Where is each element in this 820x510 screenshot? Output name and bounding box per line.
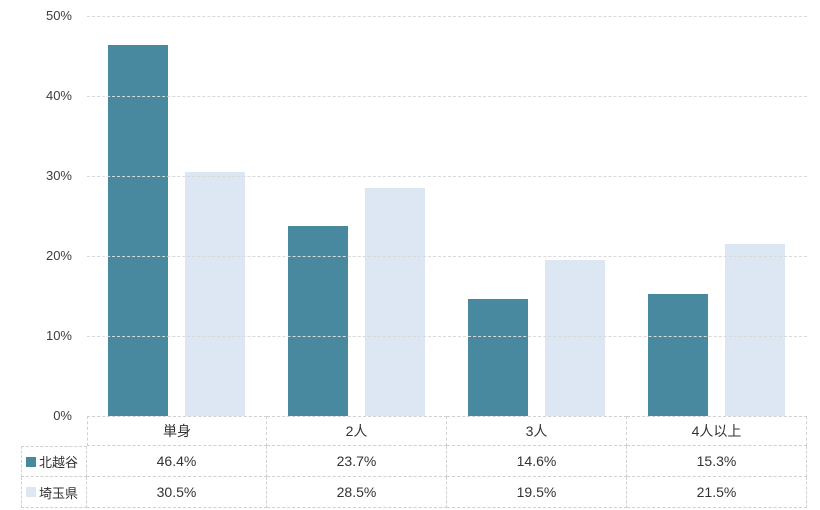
bar-saitama-1 — [365, 188, 425, 416]
bar-kitakoshigaya-0 — [108, 44, 168, 416]
value-cell-kitakoshigaya-1: 23.7% — [267, 446, 447, 477]
gridline-40% — [87, 96, 807, 97]
y-axis-tick-label-1: 40% — [45, 88, 72, 103]
value-cell-saitama-3: 21.5% — [627, 477, 807, 508]
legend-swatch-saitama — [26, 487, 36, 497]
data-table: 単身 2人 3人 4人以上北越谷 46.4% 23.7% 14.6% 15.3% 埼玉県 30.5… — [21, 416, 807, 508]
bar-saitama-3 — [725, 244, 785, 416]
value-cell-kitakoshigaya-2: 14.6% — [447, 446, 627, 477]
value-cell-saitama-2: 19.5% — [447, 477, 627, 508]
bar-saitama-0 — [185, 172, 245, 416]
y-axis-tick-label-4: 10% — [45, 328, 72, 343]
legend-item-saitama: 埼玉県 — [21, 477, 87, 508]
gridline-20% — [87, 256, 807, 257]
legend-label-kitakoshigaya: 北越谷 — [39, 455, 79, 470]
category-header-2: 3人 — [447, 416, 627, 446]
bar-kitakoshigaya-1 — [288, 226, 348, 416]
category-header-3: 4人以上 — [627, 416, 807, 446]
value-cell-saitama-0: 30.5% — [87, 477, 267, 508]
bar-kitakoshigaya-3 — [648, 293, 708, 416]
gridline-30% — [87, 176, 807, 177]
gridline-10% — [87, 336, 807, 337]
y-axis-tick-label-2: 30% — [45, 168, 72, 183]
value-cell-saitama-1: 28.5% — [267, 477, 447, 508]
y-axis-tick-label-5: 0% — [53, 408, 72, 423]
bar-kitakoshigaya-2 — [468, 299, 528, 416]
bar-saitama-2 — [545, 260, 605, 416]
legend-swatch-kitakoshigaya — [26, 456, 36, 467]
gridline-50% — [87, 16, 807, 17]
legend-label-saitama: 埼玉県 — [39, 485, 79, 501]
table-corner-spacer — [21, 416, 87, 446]
legend-item-kitakoshigaya: 北越谷 — [21, 446, 87, 477]
y-axis-tick-label-0: 50% — [45, 8, 72, 23]
category-header-0: 単身 — [87, 416, 267, 446]
value-cell-kitakoshigaya-0: 46.4% — [87, 446, 267, 477]
category-header-1: 2人 — [267, 416, 447, 446]
y-axis-tick-label-3: 20% — [45, 248, 72, 263]
value-cell-kitakoshigaya-3: 15.3% — [627, 446, 807, 477]
